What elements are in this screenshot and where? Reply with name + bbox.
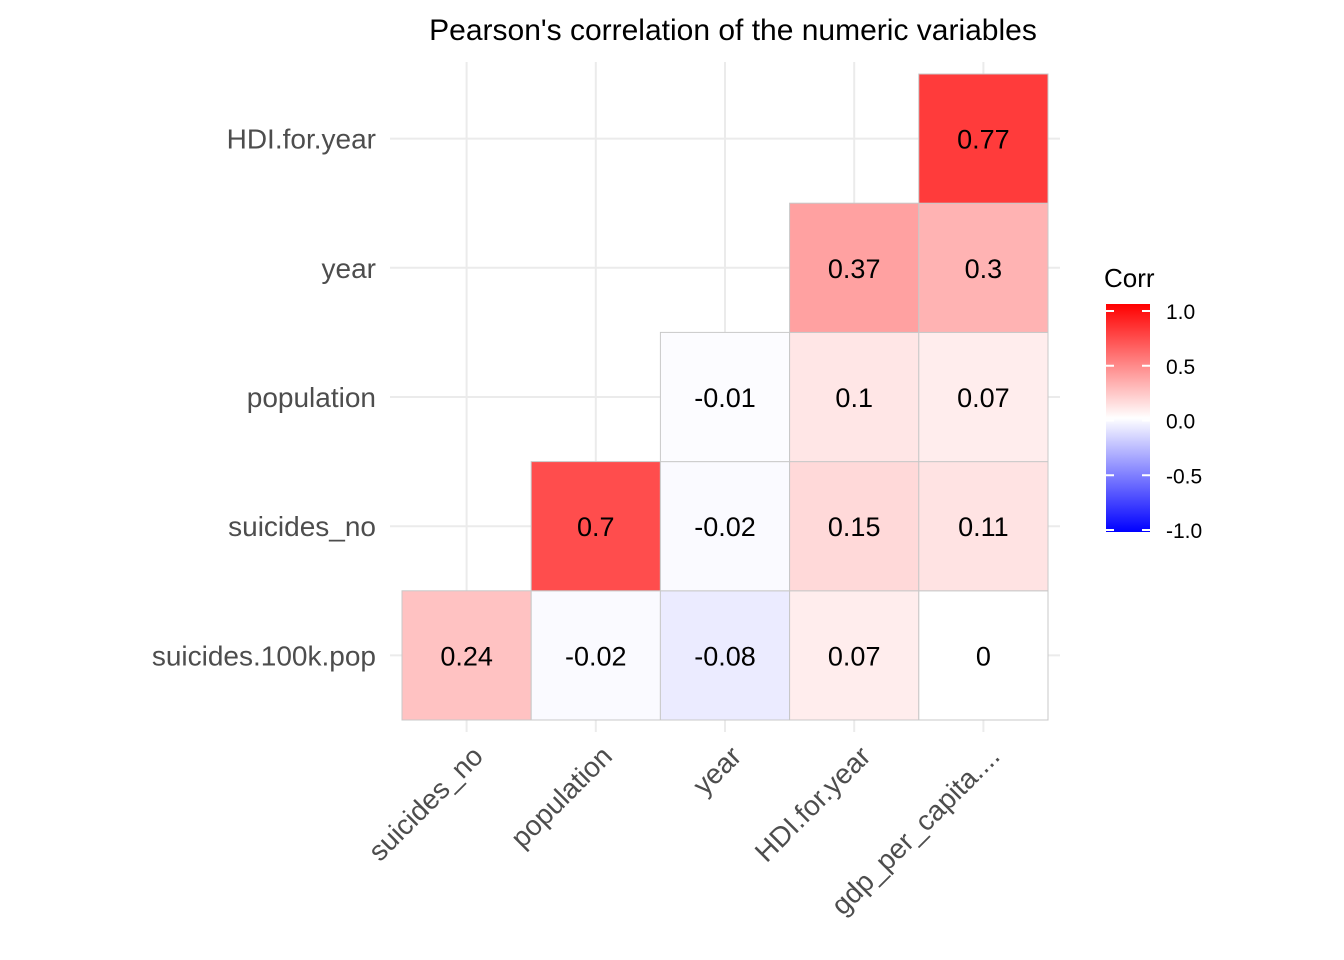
heatmap-cell	[401, 590, 532, 721]
cell-value-label: 0	[976, 641, 991, 671]
cell-value-label: 0.37	[828, 254, 881, 284]
y-tick-label: suicides_no	[228, 511, 376, 542]
legend-tick-label: -0.5	[1166, 465, 1202, 488]
cell-value-label: 0.7	[577, 512, 615, 542]
legend-ticks: 1.0 0.5 0.0 -0.5 -1.0	[1106, 301, 1202, 543]
heatmap-cell	[789, 202, 920, 333]
cell-value-label: 0.07	[957, 383, 1010, 413]
heatmap-cell	[659, 590, 791, 721]
cell-value-label: 0.24	[440, 641, 493, 671]
heatmap-cell	[918, 73, 1049, 204]
cell-value-label: -0.08	[694, 641, 756, 671]
y-tick-label: population	[247, 382, 376, 413]
cell-value-label: 0.3	[965, 254, 1003, 284]
heatmap-cell	[659, 331, 791, 463]
y-tick-label: HDI.for.year	[227, 124, 376, 155]
legend-colorbar	[1106, 304, 1150, 532]
cell-value-label: -0.01	[694, 383, 756, 413]
x-axis: suicides_no population year HDI.for.yeargdp…	[362, 740, 1005, 920]
heatmap-cell	[530, 590, 661, 721]
cell-value-label: 0.15	[828, 512, 881, 542]
legend: Corr 1.0 0.5 0.0 -0.5 -1.0	[1104, 263, 1202, 543]
heatmap-cell	[918, 461, 1049, 592]
y-axis: suicides.100k.pop suicides_no population ye…	[152, 124, 376, 672]
x-tick-label: HDI.for.year	[749, 740, 877, 868]
cell-labels: 0.24 -0.02 -0.08 0.07 0 0.7 -0.02 0.15 0.11 -0.01…	[440, 125, 1009, 672]
chart-title: Pearson's correlation of the numeric var…	[429, 14, 1037, 47]
heatmap-cell	[530, 461, 661, 592]
heatmap-cell	[789, 461, 920, 592]
legend-tick-label: -1.0	[1166, 520, 1202, 543]
cell-value-label: 0.11	[958, 512, 1009, 542]
legend-tick-label: 0.5	[1166, 356, 1195, 379]
heatmap-cell	[789, 590, 920, 721]
legend-title: Corr	[1104, 263, 1155, 293]
legend-tick-label: 0.0	[1166, 411, 1195, 434]
cell-value-label: -0.02	[565, 641, 627, 671]
cell-value-label: 0.07	[828, 641, 881, 671]
cell-value-label: 0.77	[957, 125, 1010, 155]
heatmap-cell	[918, 331, 1049, 463]
y-tick-label: suicides.100k.pop	[152, 640, 376, 671]
cell-value-label: 0.1	[835, 383, 873, 413]
x-tick-label: year	[687, 740, 747, 800]
y-tick-label: year	[322, 253, 376, 284]
x-tick-label: population	[505, 740, 618, 853]
heatmap-cell	[918, 590, 1049, 721]
heatmap-cells	[401, 73, 1049, 721]
heatmap-cell	[789, 331, 920, 463]
cell-value-label: -0.02	[694, 512, 756, 542]
x-tick-label: suicides_no	[362, 740, 488, 866]
heatmap-cell	[659, 461, 791, 592]
legend-tick-label: 1.0	[1166, 301, 1195, 324]
